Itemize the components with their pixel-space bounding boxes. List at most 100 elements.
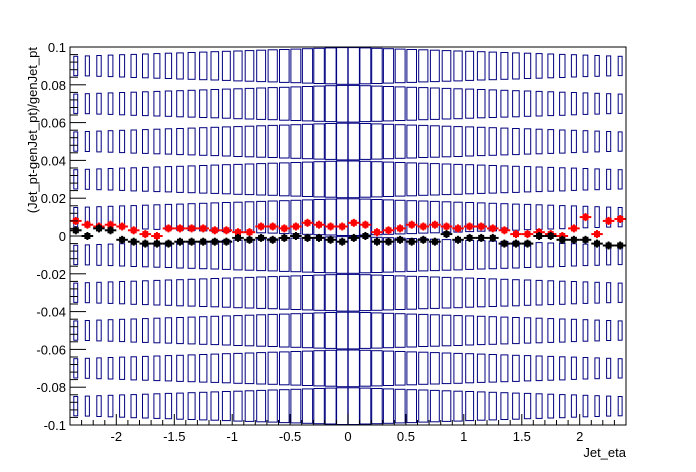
histogram-box bbox=[199, 391, 208, 421]
histogram-box bbox=[347, 198, 360, 237]
histogram-box bbox=[371, 236, 383, 274]
histogram-box bbox=[256, 49, 267, 83]
histogram-box bbox=[221, 164, 231, 195]
histogram-box bbox=[547, 355, 555, 381]
histogram-box bbox=[441, 276, 452, 309]
black-marker bbox=[417, 235, 430, 244]
histogram-box bbox=[523, 52, 532, 79]
histogram-box bbox=[523, 392, 532, 420]
red-marker bbox=[116, 222, 128, 231]
black-marker bbox=[197, 237, 209, 246]
black-marker bbox=[174, 237, 186, 246]
histogram-box bbox=[394, 48, 406, 84]
histogram-box bbox=[418, 313, 429, 347]
histogram-box bbox=[535, 128, 543, 155]
histogram-box bbox=[244, 276, 255, 309]
histogram-box bbox=[336, 273, 349, 312]
histogram-box bbox=[570, 243, 577, 267]
histogram-box bbox=[130, 167, 137, 192]
red-marker bbox=[602, 216, 615, 225]
histogram-box bbox=[324, 123, 337, 160]
histogram-box bbox=[142, 355, 149, 381]
histogram-box bbox=[119, 92, 126, 116]
histogram-box bbox=[394, 388, 406, 424]
histogram-box bbox=[559, 280, 566, 305]
histogram-box bbox=[582, 168, 589, 191]
red-marker bbox=[371, 228, 383, 237]
histogram-box bbox=[418, 200, 429, 234]
histogram-box bbox=[176, 90, 184, 118]
histogram-box bbox=[221, 353, 231, 384]
histogram-box bbox=[488, 127, 497, 156]
histogram-box bbox=[570, 92, 577, 116]
histogram-box bbox=[153, 317, 161, 344]
histogram-box bbox=[107, 92, 114, 115]
histogram-box bbox=[594, 168, 600, 191]
histogram-box bbox=[256, 389, 267, 423]
histogram-box bbox=[559, 242, 566, 267]
histogram-box bbox=[570, 394, 577, 418]
histogram-box bbox=[512, 392, 520, 420]
histogram-box bbox=[313, 350, 325, 387]
y-tick-label: 0.02 bbox=[41, 191, 66, 206]
histogram-box bbox=[488, 165, 497, 194]
histogram-box bbox=[476, 202, 486, 232]
histogram-box bbox=[73, 396, 79, 417]
histogram-box bbox=[476, 391, 486, 421]
histogram-box bbox=[547, 53, 555, 79]
histogram-box bbox=[142, 280, 149, 306]
histogram-box bbox=[371, 312, 383, 349]
black-marker bbox=[568, 235, 580, 244]
histogram-box bbox=[559, 53, 566, 79]
y-tick-label: -0.02 bbox=[36, 267, 66, 282]
histogram-box bbox=[256, 314, 267, 347]
black-marker bbox=[220, 237, 233, 246]
histogram-box bbox=[418, 351, 429, 385]
black-marker bbox=[243, 235, 256, 244]
histogram-box bbox=[559, 205, 566, 230]
x-tick-label: -0.5 bbox=[279, 429, 301, 444]
histogram-box bbox=[142, 53, 149, 79]
histogram-box bbox=[594, 55, 600, 77]
red-marker bbox=[348, 218, 360, 227]
histogram-box bbox=[324, 47, 337, 85]
histogram-box bbox=[347, 160, 360, 199]
histogram-box bbox=[210, 315, 220, 346]
histogram-box bbox=[130, 53, 137, 79]
histogram-box bbox=[429, 87, 440, 120]
histogram-box bbox=[535, 355, 543, 382]
histogram-box bbox=[512, 279, 520, 307]
black-marker bbox=[614, 241, 626, 250]
black-marker bbox=[405, 237, 418, 246]
histogram-box bbox=[547, 280, 555, 306]
histogram-box bbox=[406, 313, 417, 348]
histogram-box bbox=[500, 354, 509, 383]
histogram-box bbox=[313, 85, 325, 122]
histogram-box bbox=[107, 319, 114, 342]
histogram-box bbox=[324, 160, 337, 198]
histogram-box bbox=[153, 204, 161, 230]
x-tick-label: -1.5 bbox=[163, 429, 185, 444]
histogram-box bbox=[453, 352, 463, 384]
histogram-box bbox=[107, 54, 114, 78]
histogram-box bbox=[582, 243, 589, 267]
black-marker bbox=[278, 233, 291, 242]
histogram-box bbox=[476, 278, 486, 308]
y-tick-label: 0 bbox=[59, 229, 66, 244]
histogram-box bbox=[199, 127, 208, 156]
histogram-box bbox=[523, 128, 532, 155]
histogram-box bbox=[176, 317, 184, 345]
histogram-box bbox=[119, 54, 126, 78]
histogram-box bbox=[394, 351, 406, 386]
histogram-box bbox=[488, 89, 497, 119]
histogram-box bbox=[382, 161, 395, 198]
histogram-box bbox=[301, 350, 314, 387]
histogram-box bbox=[221, 315, 231, 346]
histogram-box bbox=[336, 160, 349, 199]
histogram-box bbox=[301, 199, 314, 235]
histogram-box bbox=[371, 274, 383, 311]
histogram-box bbox=[256, 87, 267, 120]
histogram-box bbox=[73, 320, 79, 341]
histogram-box bbox=[164, 355, 173, 382]
histogram-box bbox=[476, 353, 486, 383]
